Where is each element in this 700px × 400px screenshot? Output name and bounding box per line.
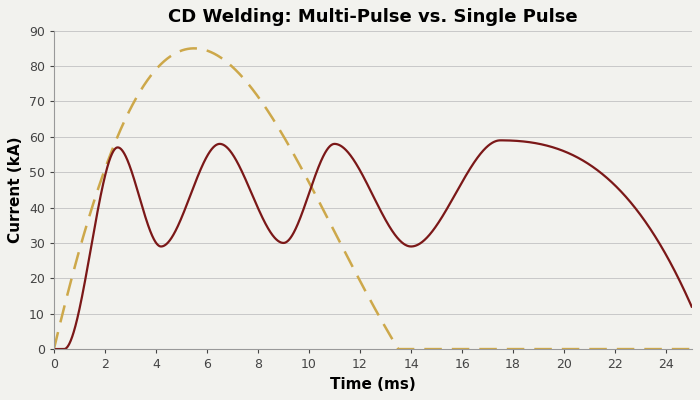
- Title: CD Welding: Multi-Pulse vs. Single Pulse: CD Welding: Multi-Pulse vs. Single Pulse: [168, 8, 578, 26]
- Y-axis label: Current (kA): Current (kA): [8, 137, 23, 243]
- X-axis label: Time (ms): Time (ms): [330, 377, 416, 392]
